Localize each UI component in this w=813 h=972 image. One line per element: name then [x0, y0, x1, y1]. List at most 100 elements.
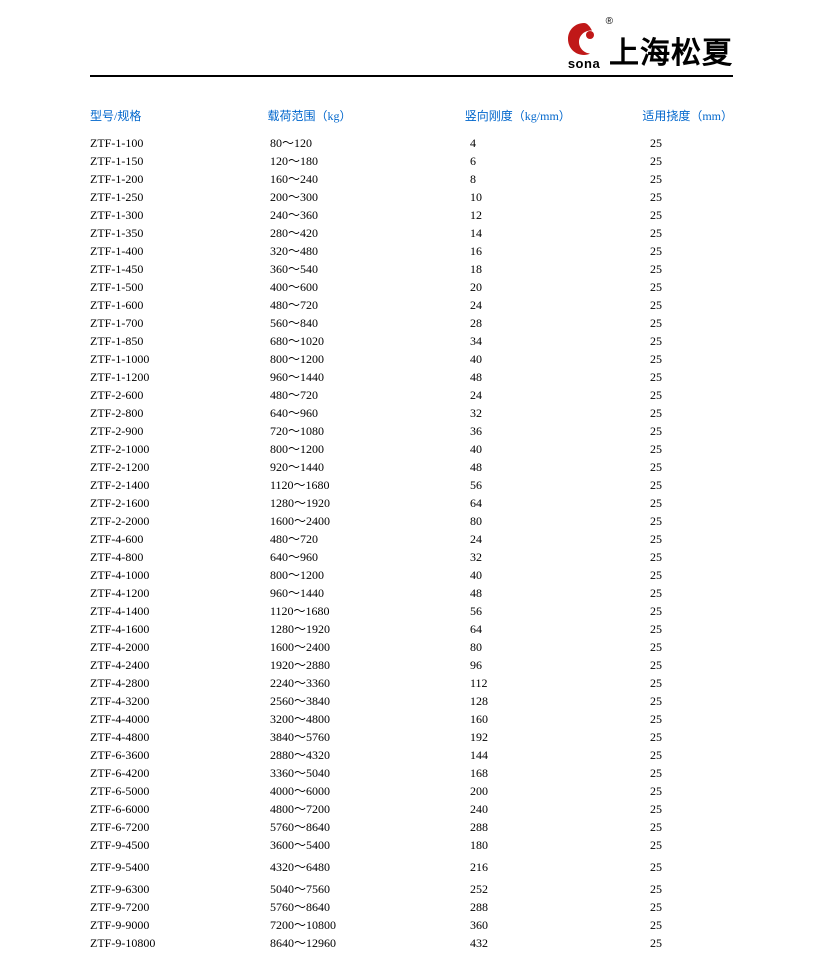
table-row: ZTF-9-45003600～540018025 — [90, 836, 733, 854]
table-cell: ZTF-1-350 — [90, 224, 270, 242]
table-cell: 200 — [470, 782, 650, 800]
table-cell: 25 — [650, 134, 662, 152]
table-row: ZTF-4-32002560～384012825 — [90, 692, 733, 710]
table-row: ZTF-1-600480～7202425 — [90, 296, 733, 314]
table-cell: 2560～3840 — [270, 692, 470, 710]
table-cell: 48 — [470, 584, 650, 602]
table-cell: ZTF-6-7200 — [90, 818, 270, 836]
table-cell: 240～360 — [270, 206, 470, 224]
table-cell: ZTF-1-700 — [90, 314, 270, 332]
col-header-model: 型号/规格 — [90, 107, 268, 124]
table-cell: 112 — [470, 674, 650, 692]
table-cell: 4800～7200 — [270, 800, 470, 818]
table-cell: 800～1200 — [270, 350, 470, 368]
table-cell: ZTF-1-850 — [90, 332, 270, 350]
table-cell: ZTF-2-1200 — [90, 458, 270, 476]
table-cell: 4 — [470, 134, 650, 152]
table-cell: 960～1440 — [270, 584, 470, 602]
table-cell: 288 — [470, 818, 650, 836]
table-cell: 40 — [470, 350, 650, 368]
table-cell: 40 — [470, 440, 650, 458]
table-row: ZTF-2-14001120～16805625 — [90, 476, 733, 494]
table-row: ZTF-2-20001600～24008025 — [90, 512, 733, 530]
table-cell: ZTF-6-3600 — [90, 746, 270, 764]
table-row: ZTF-4-28002240～336011225 — [90, 674, 733, 692]
registered-mark: ® — [606, 16, 613, 27]
table-cell: 2240～3360 — [270, 674, 470, 692]
table-cell: 8640～12960 — [270, 934, 470, 952]
table-cell: 160 — [470, 710, 650, 728]
table-cell: ZTF-1-400 — [90, 242, 270, 260]
table-row: ZTF-1-350280～4201425 — [90, 224, 733, 242]
col-header-stiffness: 竖向刚度（kg/mm） — [465, 107, 643, 124]
table-cell: 28 — [470, 314, 650, 332]
table-row: ZTF-1-200160～240825 — [90, 170, 733, 188]
table-row: ZTF-9-72005760～864028825 — [90, 898, 733, 916]
table-cell: 25 — [650, 692, 662, 710]
table-row: ZTF-1-300240～3601225 — [90, 206, 733, 224]
table-cell: 5760～8640 — [270, 818, 470, 836]
table-cell: 64 — [470, 620, 650, 638]
table-cell: 25 — [650, 422, 662, 440]
table-cell: 680～1020 — [270, 332, 470, 350]
table-cell: 25 — [650, 782, 662, 800]
table-row: ZTF-9-63005040～756025225 — [90, 880, 733, 898]
table-row: ZTF-6-72005760～864028825 — [90, 818, 733, 836]
table-row: ZTF-4-600480～7202425 — [90, 530, 733, 548]
table-cell: 120～180 — [270, 152, 470, 170]
table-cell: 25 — [650, 404, 662, 422]
table-cell: 32 — [470, 548, 650, 566]
table-row: ZTF-2-800640～9603225 — [90, 404, 733, 422]
table-cell: 920～1440 — [270, 458, 470, 476]
table-cell: 25 — [650, 710, 662, 728]
table-cell: ZTF-9-9000 — [90, 916, 270, 934]
table-cell: 5760～8640 — [270, 898, 470, 916]
table-cell: ZTF-9-5400 — [90, 858, 270, 876]
table-cell: 3360～5040 — [270, 764, 470, 782]
table-cell: 25 — [650, 476, 662, 494]
table-cell: 80 — [470, 638, 650, 656]
table-row: ZTF-9-54004320～648021625 — [90, 858, 733, 876]
table-cell: 25 — [650, 170, 662, 188]
table-cell: 25 — [650, 764, 662, 782]
spec-table: 型号/规格 载荷范围（kg） 竖向刚度（kg/mm） 适用挠度（mm） ZTF-… — [90, 107, 733, 952]
table-row: ZTF-9-108008640～1296043225 — [90, 934, 733, 952]
table-row: ZTF-1-700560～8402825 — [90, 314, 733, 332]
table-cell: 1600～2400 — [270, 512, 470, 530]
table-cell: 400～600 — [270, 278, 470, 296]
logo-sona-text: sona — [568, 56, 600, 71]
table-cell: 168 — [470, 764, 650, 782]
table-cell: 1280～1920 — [270, 620, 470, 638]
table-cell: 25 — [650, 818, 662, 836]
table-cell: 25 — [650, 548, 662, 566]
table-cell: 25 — [650, 584, 662, 602]
table-cell: 25 — [650, 602, 662, 620]
table-cell: 80～120 — [270, 134, 470, 152]
table-row: ZTF-2-900720～10803625 — [90, 422, 733, 440]
table-cell: 25 — [650, 836, 662, 854]
table-cell: ZTF-4-1200 — [90, 584, 270, 602]
table-cell: ZTF-2-1000 — [90, 440, 270, 458]
table-cell: 48 — [470, 458, 650, 476]
table-cell: 640～960 — [270, 404, 470, 422]
table-row: ZTF-1-450360～5401825 — [90, 260, 733, 278]
table-cell: 24 — [470, 530, 650, 548]
table-cell: ZTF-4-2000 — [90, 638, 270, 656]
page-header: ® sona 上海松夏 — [90, 20, 733, 77]
table-cell: 4320～6480 — [270, 858, 470, 876]
table-body: ZTF-1-10080～120425ZTF-1-150120～180625ZTF… — [90, 134, 733, 952]
table-cell: 20 — [470, 278, 650, 296]
table-cell: 10 — [470, 188, 650, 206]
table-row: ZTF-2-600480～7202425 — [90, 386, 733, 404]
table-cell: 25 — [650, 188, 662, 206]
table-cell: 128 — [470, 692, 650, 710]
table-cell: 252 — [470, 880, 650, 898]
table-cell: ZTF-4-1000 — [90, 566, 270, 584]
table-row: ZTF-2-16001280～19206425 — [90, 494, 733, 512]
table-cell: ZTF-1-1200 — [90, 368, 270, 386]
table-cell: 80 — [470, 512, 650, 530]
table-cell: ZTF-1-1000 — [90, 350, 270, 368]
table-row: ZTF-4-1000800～12004025 — [90, 566, 733, 584]
table-cell: 25 — [650, 934, 662, 952]
table-cell: 25 — [650, 152, 662, 170]
